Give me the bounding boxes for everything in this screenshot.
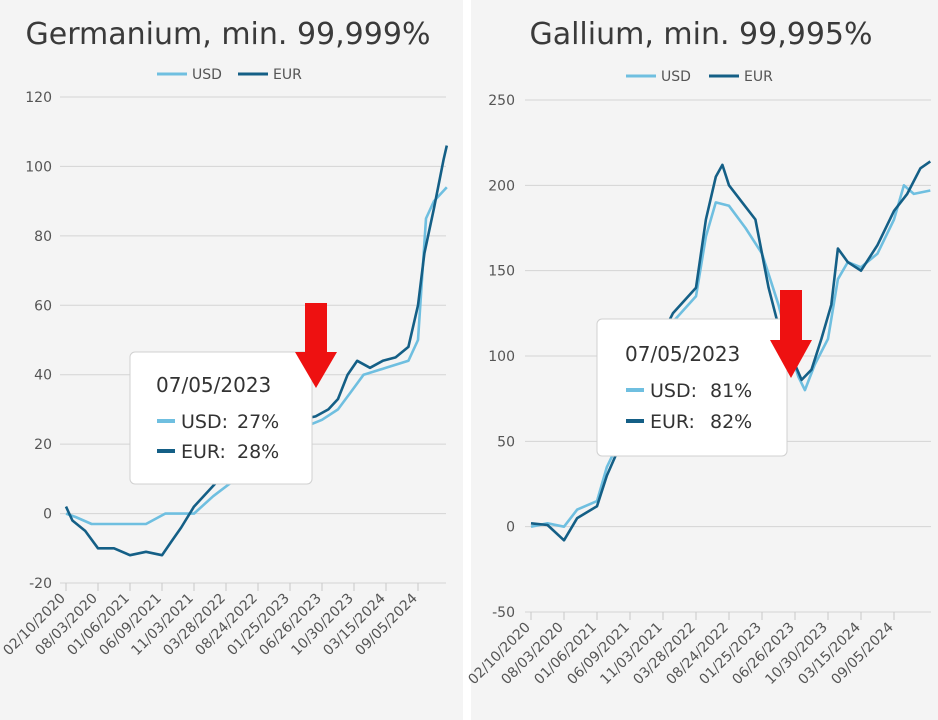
tooltip-usd-value: 27% [237, 411, 279, 433]
y-tick-label: 80 [34, 229, 52, 245]
x-axis: 02/10/202008/03/202001/06/202106/09/2021… [465, 612, 897, 688]
y-tick-label: 0 [506, 520, 515, 536]
chart-title: Gallium, min. 99,995% [529, 17, 872, 52]
tooltip-usd-label: USD: [181, 411, 228, 433]
tooltip-box [596, 318, 788, 457]
chart-title: Germanium, min. 99,999% [26, 17, 431, 52]
y-tick-label: 200 [488, 178, 515, 194]
y-tick-label: 60 [34, 298, 52, 314]
tooltip-date: 07/05/2023 [156, 373, 271, 397]
y-axis: 120 100 80 60 40 20 0 -20 [25, 90, 52, 592]
legend-usd-label: USD [192, 67, 222, 83]
y-tick-label: 250 [488, 93, 515, 109]
tooltip-eur-value: 82% [710, 411, 752, 433]
tooltip-box [129, 351, 313, 485]
tooltip-eur-label: EUR: [181, 441, 226, 463]
tooltip-eur-label: EUR: [650, 411, 695, 433]
grid [60, 96, 446, 584]
legend: USD EUR [626, 69, 773, 85]
y-tick-label: 100 [25, 159, 52, 175]
series-line-eur [64, 145, 449, 557]
series [64, 145, 449, 557]
germanium-chart: Germanium, min. 99,999% USD EUR 120 100 80… [0, 17, 449, 659]
tooltip: 07/05/2023 USD: 81% EUR: 82% [596, 318, 788, 457]
y-tick-label: 150 [488, 264, 515, 280]
gallium-chart: Gallium, min. 99,995% USD EUR 250 200 150 1… [465, 17, 932, 688]
panel-divider [463, 0, 471, 720]
tooltip-usd-label: USD: [650, 380, 697, 402]
down-arrow-icon [770, 290, 812, 378]
legend: USD EUR [157, 67, 302, 83]
y-tick-label: 100 [488, 349, 515, 365]
tooltip: 07/05/2023 USD: 27% EUR: 28% [129, 351, 313, 485]
tooltip-usd-value: 81% [710, 380, 752, 402]
y-axis: 250 200 150 100 50 0 -50 [488, 93, 515, 621]
y-tick-label: -20 [29, 576, 52, 592]
series [530, 160, 932, 542]
y-tick-label: 50 [497, 434, 515, 450]
y-tick-label: 120 [25, 90, 52, 106]
down-arrow-icon [295, 303, 337, 388]
y-tick-label: -50 [492, 605, 515, 621]
x-axis: 02/10/202008/03/202001/06/202106/09/2021… [0, 583, 421, 659]
series-line-eur [530, 160, 932, 542]
tooltip-date: 07/05/2023 [625, 342, 740, 366]
y-tick-label: 40 [34, 368, 52, 384]
legend-eur-label: EUR [744, 69, 773, 85]
legend-usd-label: USD [661, 69, 691, 85]
tooltip-eur-value: 28% [237, 441, 279, 463]
y-tick-label: 0 [43, 507, 52, 523]
y-tick-label: 20 [34, 437, 52, 453]
legend-eur-label: EUR [273, 67, 302, 83]
